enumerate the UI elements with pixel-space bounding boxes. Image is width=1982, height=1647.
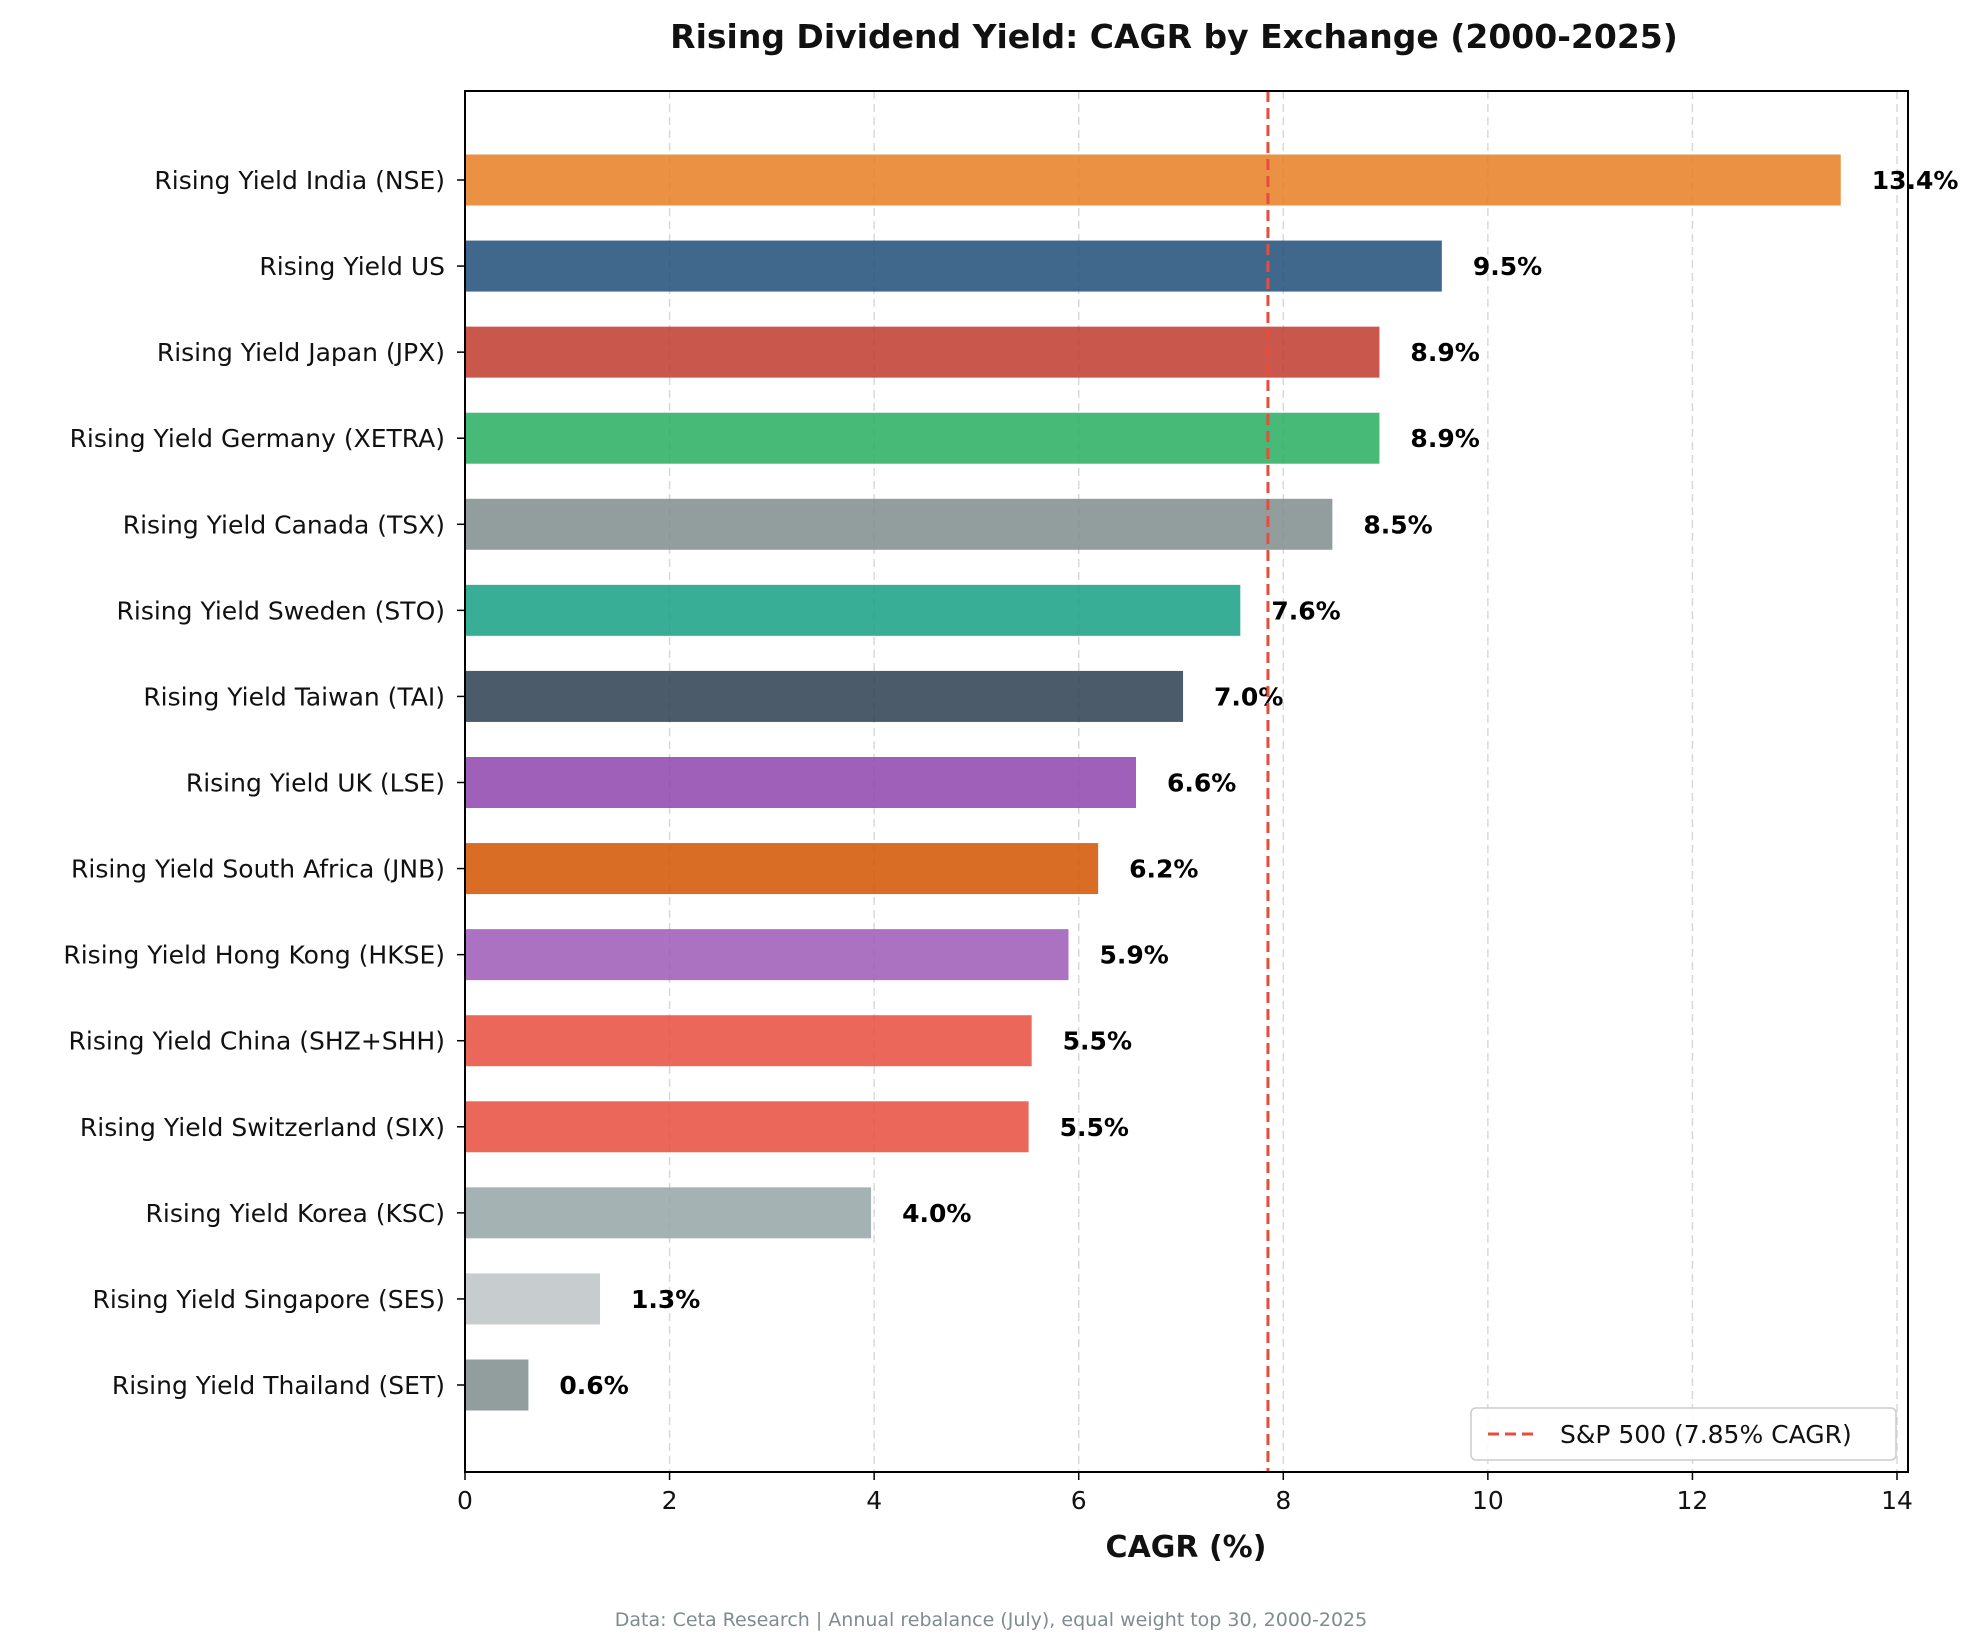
value-label: 9.5% <box>1473 252 1542 281</box>
category-label: Rising Yield Switzerland (SIX) <box>80 1113 445 1142</box>
x-tick-label: 6 <box>1071 1486 1087 1515</box>
category-label: Rising Yield UK (LSE) <box>186 769 445 798</box>
value-label: 0.6% <box>559 1371 628 1400</box>
bar <box>465 240 1442 292</box>
bar <box>465 670 1184 722</box>
category-label: Rising Yield China (SHZ+SHH) <box>69 1027 446 1056</box>
bar <box>465 1015 1032 1067</box>
x-tick-label: 4 <box>866 1486 882 1515</box>
category-label: Rising Yield Singapore (SES) <box>92 1285 445 1314</box>
category-label: Rising Yield South Africa (JNB) <box>71 855 445 884</box>
x-tick-label: 0 <box>457 1486 473 1515</box>
bar <box>465 929 1069 981</box>
x-tick-label: 10 <box>1472 1486 1504 1515</box>
bar <box>465 498 1333 550</box>
x-axis-title: CAGR (%) <box>1106 1530 1267 1565</box>
value-label: 8.9% <box>1410 338 1479 367</box>
chart-title: Rising Dividend Yield: CAGR by Exchange … <box>670 17 1678 56</box>
bar <box>465 757 1136 808</box>
bar <box>465 1359 529 1411</box>
category-label: Rising Yield India (NSE) <box>154 166 445 195</box>
bar <box>465 1101 1029 1153</box>
category-label: Rising Yield Korea (KSC) <box>146 1199 445 1228</box>
category-label: Rising Yield Japan (JPX) <box>157 338 445 367</box>
bar <box>465 1273 601 1325</box>
value-label: 5.5% <box>1063 1027 1132 1056</box>
legend-box <box>1470 1407 1897 1461</box>
bar <box>465 843 1099 895</box>
value-label: 13.4% <box>1872 166 1959 195</box>
value-label: 8.5% <box>1363 510 1432 539</box>
value-label: 7.6% <box>1271 596 1340 625</box>
value-label: 1.3% <box>631 1285 700 1314</box>
x-tick-label: 12 <box>1677 1486 1709 1515</box>
plot-frame <box>464 90 1909 1473</box>
bar <box>465 154 1841 206</box>
bar <box>465 1187 872 1239</box>
value-label: 7.0% <box>1214 682 1283 711</box>
category-labels: Rising Yield India (NSE) Rising Yield US R… <box>63 166 465 1400</box>
value-label: 5.5% <box>1060 1113 1129 1142</box>
bar <box>465 326 1380 378</box>
legend: S&P 500 (7.85% CAGR) <box>1470 1407 1897 1461</box>
bars <box>465 154 1841 1411</box>
value-label: 6.2% <box>1129 855 1198 884</box>
category-label: Rising Yield Germany (XETRA) <box>70 424 445 453</box>
bar <box>465 412 1380 464</box>
x-tick-label: 8 <box>1275 1486 1291 1515</box>
value-label: 4.0% <box>902 1199 971 1228</box>
legend-label: S&P 500 (7.85% CAGR) <box>1560 1420 1852 1449</box>
category-label: Rising Yield Canada (TSX) <box>123 510 445 539</box>
category-label: Rising Yield Thailand (SET) <box>112 1371 445 1400</box>
x-tick-label: 2 <box>662 1486 678 1515</box>
footnote: Data: Ceta Research | Annual rebalance (… <box>615 1609 1367 1631</box>
bar <box>465 584 1241 636</box>
category-label: Rising Yield Taiwan (TAI) <box>143 682 445 711</box>
x-axis-ticks: 0 2 4 6 8 10 12 14 <box>457 1472 1913 1515</box>
value-label: 8.9% <box>1410 424 1479 453</box>
value-labels: 13.4% 9.5% 8.9% 8.9% 8.5% 7.6% 7.0% 6.6% 6.2% 5.9… <box>559 166 1958 1400</box>
category-label: Rising Yield Sweden (STO) <box>117 596 445 625</box>
category-label: Rising Yield Hong Kong (HKSE) <box>63 941 445 970</box>
value-label: 6.6% <box>1167 769 1236 798</box>
category-label: Rising Yield US <box>259 252 445 281</box>
value-label: 5.9% <box>1099 941 1168 970</box>
x-tick-label: 14 <box>1881 1486 1913 1515</box>
